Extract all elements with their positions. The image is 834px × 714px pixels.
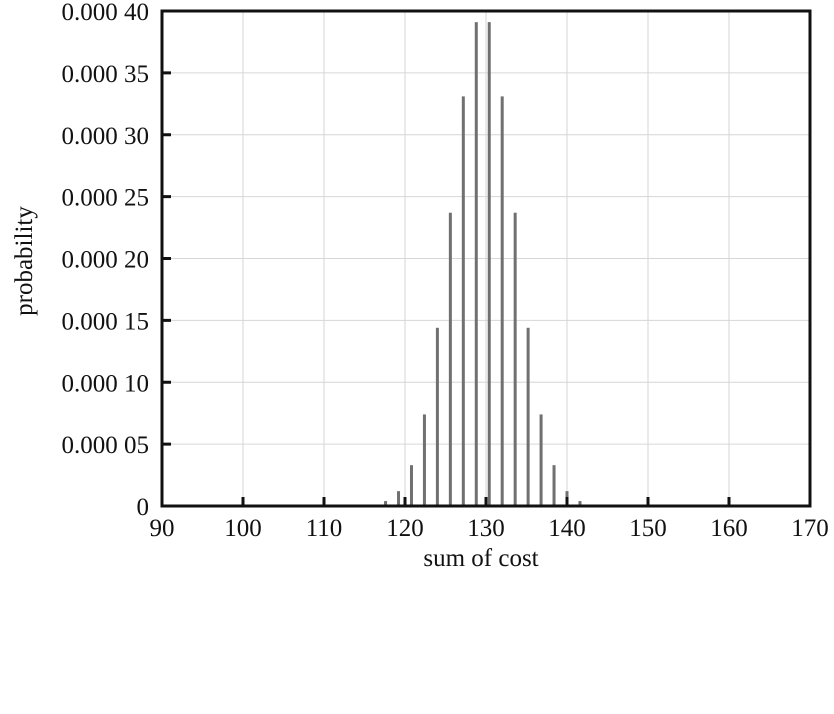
x-tick-label: 140 — [548, 515, 586, 542]
bar — [474, 22, 478, 506]
bar — [500, 96, 504, 506]
bar — [422, 414, 426, 506]
bars — [371, 22, 595, 506]
axis-ticks — [162, 9, 731, 506]
x-tick-label: 110 — [306, 515, 343, 542]
x-tick-label: 150 — [629, 515, 667, 542]
x-tick-labels: 90 100 110 120 130 140 150 160 170 — [150, 515, 829, 542]
y-tick-labels: 0 0.000 05 0.000 10 0.000 15 0.000 20 0.000 2… — [62, 0, 150, 521]
bar — [513, 212, 517, 506]
x-tick-label: 130 — [467, 515, 505, 542]
y-tick-label: 0.000 25 — [62, 185, 150, 212]
bar — [397, 491, 401, 506]
bar — [539, 414, 543, 506]
x-tick-label: 90 — [150, 515, 175, 542]
y-tick-label: 0.000 20 — [62, 247, 150, 274]
x-tick-label: 120 — [386, 515, 424, 542]
bar — [409, 465, 413, 506]
bar — [461, 96, 465, 506]
y-axis-title: probability — [11, 206, 38, 316]
x-tick-label: 170 — [791, 515, 829, 542]
y-tick-label: 0.000 35 — [62, 61, 150, 88]
bar — [526, 327, 530, 506]
x-tick-label: 160 — [710, 515, 748, 542]
x-axis-title: sum of cost — [423, 545, 538, 572]
y-tick-label: 0.000 40 — [62, 0, 150, 26]
bar — [552, 465, 556, 506]
y-tick-label: 0 — [137, 494, 150, 521]
bar — [448, 212, 452, 506]
bar — [578, 501, 582, 506]
grid — [162, 11, 810, 506]
y-tick-label: 0.000 10 — [62, 370, 150, 397]
bar — [384, 501, 388, 506]
bar — [435, 327, 439, 506]
bar — [487, 22, 491, 506]
y-tick-label: 0.000 05 — [62, 432, 150, 459]
y-tick-label: 0.000 30 — [62, 123, 150, 150]
x-tick-label: 100 — [224, 515, 262, 542]
y-tick-label: 0.000 15 — [62, 308, 150, 335]
